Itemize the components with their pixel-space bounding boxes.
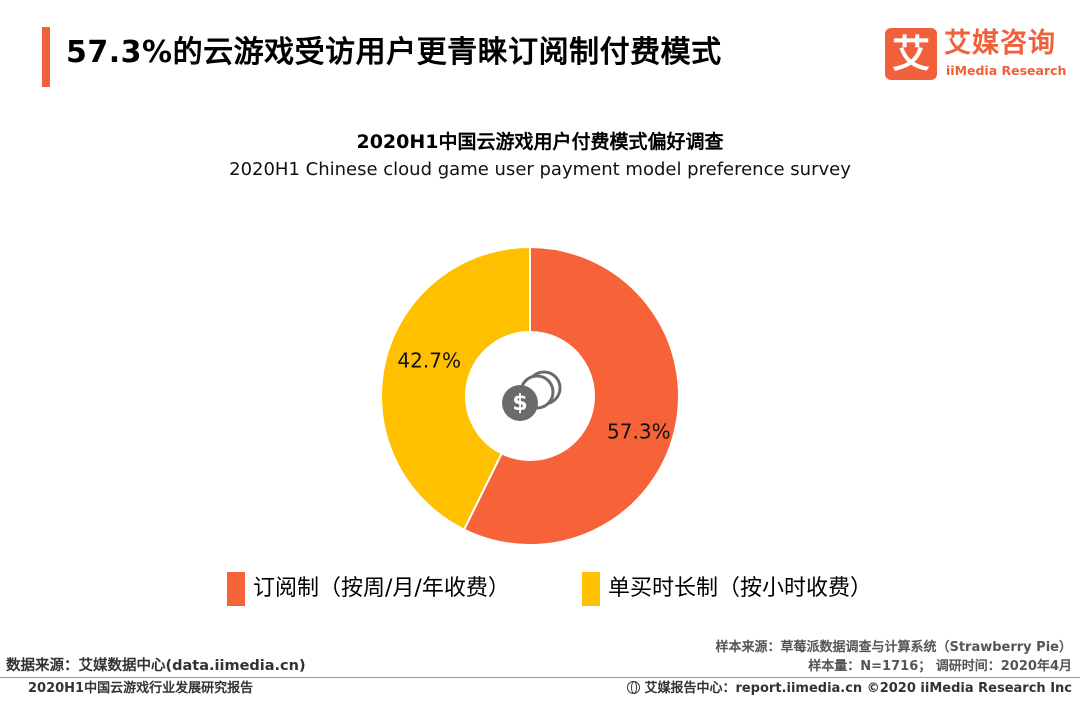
legend-label-hourly: 单买时长制（按小时收费） <box>608 576 873 601</box>
title-accent-bar <box>42 27 50 87</box>
logo-subtitle: iiMedia Research <box>946 63 1067 78</box>
sample-info-block: 样本来源：草莓派数据调查与计算系统（Strawberry Pie） 样本量：N=… <box>715 638 1072 676</box>
legend-label-subscription: 订阅制（按周/月/年收费） <box>253 576 510 601</box>
footer-report-name: 2020H1中国云游戏行业发展研究报告 <box>28 681 254 696</box>
globe-icon <box>627 681 641 694</box>
sample-source: 样本来源：草莓派数据调查与计算系统（Strawberry Pie） <box>715 640 1072 655</box>
page-title: 57.3%的云游戏受访用户更青睐订阅制付费模式 <box>66 35 722 70</box>
svg-text:$: $ <box>512 391 527 416</box>
slice-subscription <box>462 245 680 546</box>
coins-dollar-icon: $ <box>502 370 562 421</box>
slice-hourly <box>380 245 531 531</box>
chart-subtitle: 2020H1 Chinese cloud game user payment m… <box>229 159 851 180</box>
logo-name: 艾媒咨询 <box>944 28 1056 59</box>
data-label-subscription: 57.3% <box>607 420 671 444</box>
logo-glyph: 艾 <box>891 32 930 76</box>
logo-mark: 艾 <box>885 28 937 80</box>
legend-swatch-hourly <box>582 572 600 606</box>
footer-copyright: 艾媒报告中心：report.iimedia.cn ©2020 iiMedia R… <box>627 680 1072 698</box>
data-label-hourly: 42.7% <box>397 348 461 372</box>
sample-size: 样本量：N=1716； 调研时间：2020年4月 <box>808 659 1072 674</box>
footer-copyright-text: 艾媒报告中心：report.iimedia.cn ©2020 iiMedia R… <box>644 681 1072 696</box>
data-source: 数据来源：艾媒数据中心(data.iimedia.cn) <box>6 658 306 674</box>
footer-divider <box>0 677 1080 678</box>
legend-swatch-subscription <box>227 572 245 606</box>
chart-title: 2020H1中国云游戏用户付费模式偏好调查 <box>356 131 724 153</box>
